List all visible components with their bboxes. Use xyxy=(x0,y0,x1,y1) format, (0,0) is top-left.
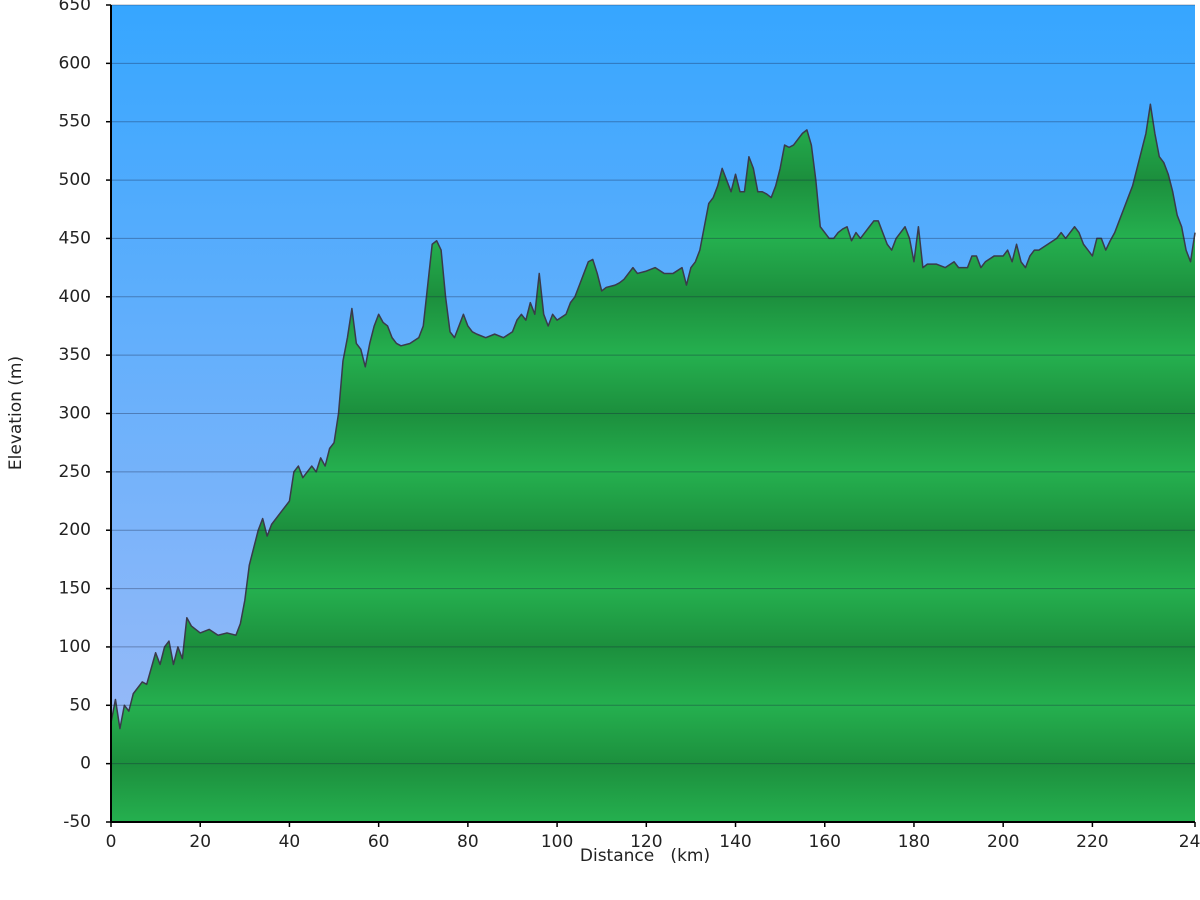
y-tick-label: 650 xyxy=(59,0,91,15)
y-tick-label: 350 xyxy=(59,345,91,365)
y-axis-label: Elevation (m) xyxy=(6,356,26,470)
y-tick-label: 500 xyxy=(59,170,91,190)
x-tick-label: 80 xyxy=(457,832,479,852)
x-tick-label: 100 xyxy=(541,832,573,852)
x-tick-label: 200 xyxy=(987,832,1019,852)
elevation-area xyxy=(111,104,1195,822)
x-tick-label: 120 xyxy=(630,832,662,852)
y-tick-label: 250 xyxy=(59,462,91,482)
x-tick-label: 243 xyxy=(1179,832,1200,852)
y-tick-label: -50 xyxy=(63,812,91,832)
x-tick-label: 160 xyxy=(809,832,841,852)
x-tick-label: 20 xyxy=(189,832,211,852)
y-tick-label: 550 xyxy=(59,112,91,132)
y-tick-label: 50 xyxy=(69,695,91,715)
elevation-line xyxy=(110,103,1196,730)
x-tick-label: 180 xyxy=(898,832,930,852)
y-tick-label: 300 xyxy=(59,404,91,424)
x-tick-label: 140 xyxy=(719,832,751,852)
y-tick-label: 600 xyxy=(59,53,91,73)
x-tick-label: 60 xyxy=(368,832,390,852)
y-tick-label: 400 xyxy=(59,287,91,307)
y-tick-label: 0 xyxy=(80,754,91,774)
x-tick-label: 40 xyxy=(279,832,301,852)
x-tick-label: 0 xyxy=(106,832,117,852)
y-tick-label: 450 xyxy=(59,228,91,248)
x-tick-label: 220 xyxy=(1076,832,1108,852)
y-tick-label: 150 xyxy=(59,579,91,599)
x-axis-label: Distance (km) xyxy=(580,846,710,866)
y-tick-label: 100 xyxy=(59,637,91,657)
y-tick-label: 200 xyxy=(59,520,91,540)
